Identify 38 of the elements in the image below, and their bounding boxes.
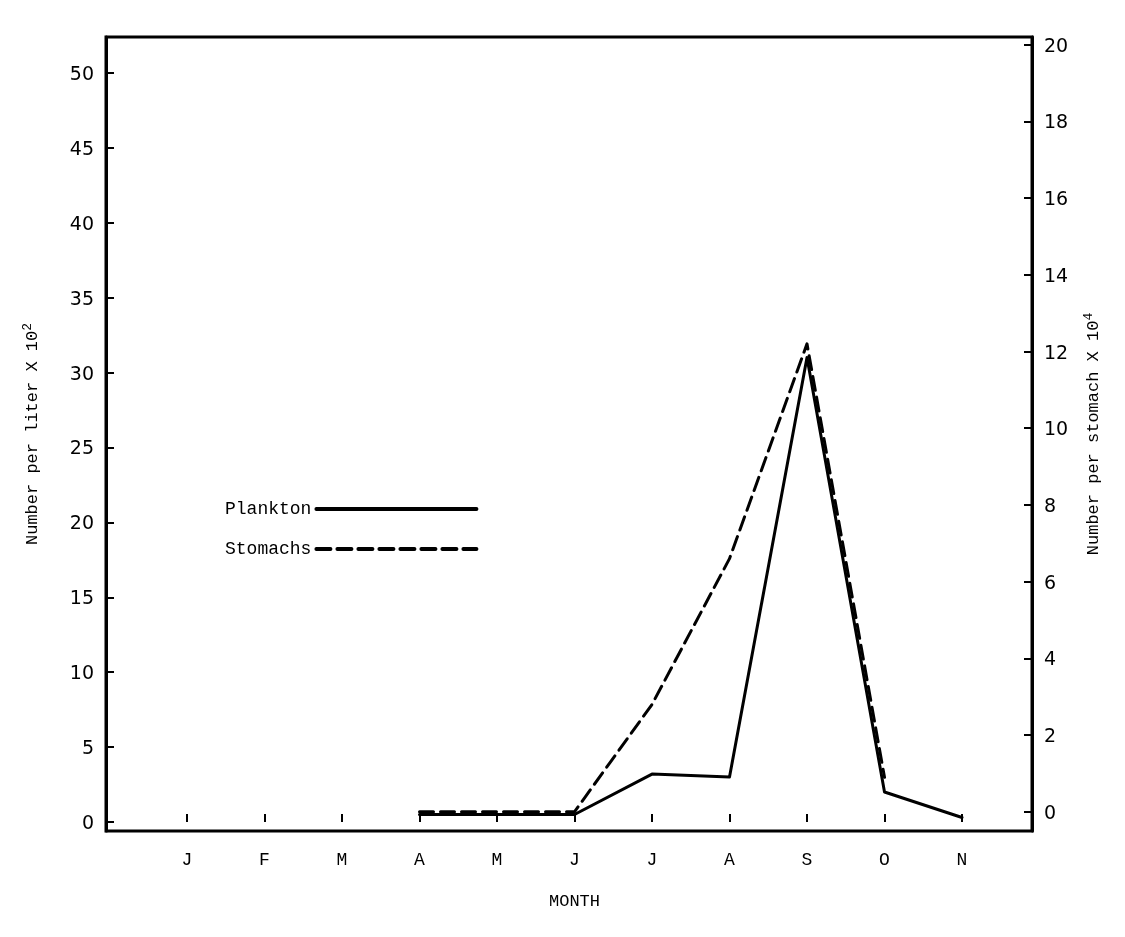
x-tick-label: O (879, 850, 890, 870)
y-axis-title: Number per liter X 102 (20, 322, 42, 546)
y-tick-label: 45 (69, 136, 94, 159)
y2-tick-label: 8 (1044, 493, 1057, 516)
y2-axis-title: Number per stomach X 104 (1081, 312, 1103, 556)
x-tick-label: J (646, 850, 658, 870)
y2-tick-label: 18 (1044, 110, 1069, 133)
x-tick-label: A (414, 850, 426, 870)
text: Plankton (224, 499, 312, 519)
x-tick-label: F (259, 850, 270, 870)
text: Stomachs (224, 539, 312, 559)
y-tick-label: 50 (69, 61, 94, 84)
y2-tick-label: 4 (1044, 647, 1057, 670)
y-tick-label: 15 (69, 586, 94, 609)
y2-tick-label: 16 (1044, 187, 1069, 210)
x-tick-label: J (569, 850, 580, 870)
x-tick-label: J (181, 850, 193, 870)
y2-tick-label: 2 (1044, 724, 1057, 747)
y2-tick-label: 0 (1044, 800, 1057, 823)
y2-tick-label: 6 (1044, 570, 1057, 593)
x-tick-label: N (956, 850, 968, 870)
y-tick-label: 35 (69, 286, 94, 309)
y-tick-label: 10 (69, 661, 94, 684)
y2-tick-label: 12 (1044, 340, 1069, 363)
y-tick-label: 25 (69, 436, 94, 459)
y-tick-label: 30 (69, 361, 94, 384)
x-tick-label: S (801, 850, 813, 870)
x-tick-label: M (491, 850, 503, 870)
x-axis-title: MONTH (548, 892, 601, 911)
y-tick-label: 20 (69, 511, 94, 534)
y2-tick-label: 10 (1044, 417, 1069, 440)
x-tick-label: M (336, 850, 348, 870)
y2-tick-label: 14 (1044, 263, 1069, 286)
y-tick-label: 0 (81, 811, 94, 834)
x-tick-label: A (724, 850, 736, 870)
y-tick-label: 5 (81, 736, 94, 759)
y-tick-label: 40 (69, 211, 94, 234)
y2-tick-label: 20 (1044, 33, 1069, 56)
